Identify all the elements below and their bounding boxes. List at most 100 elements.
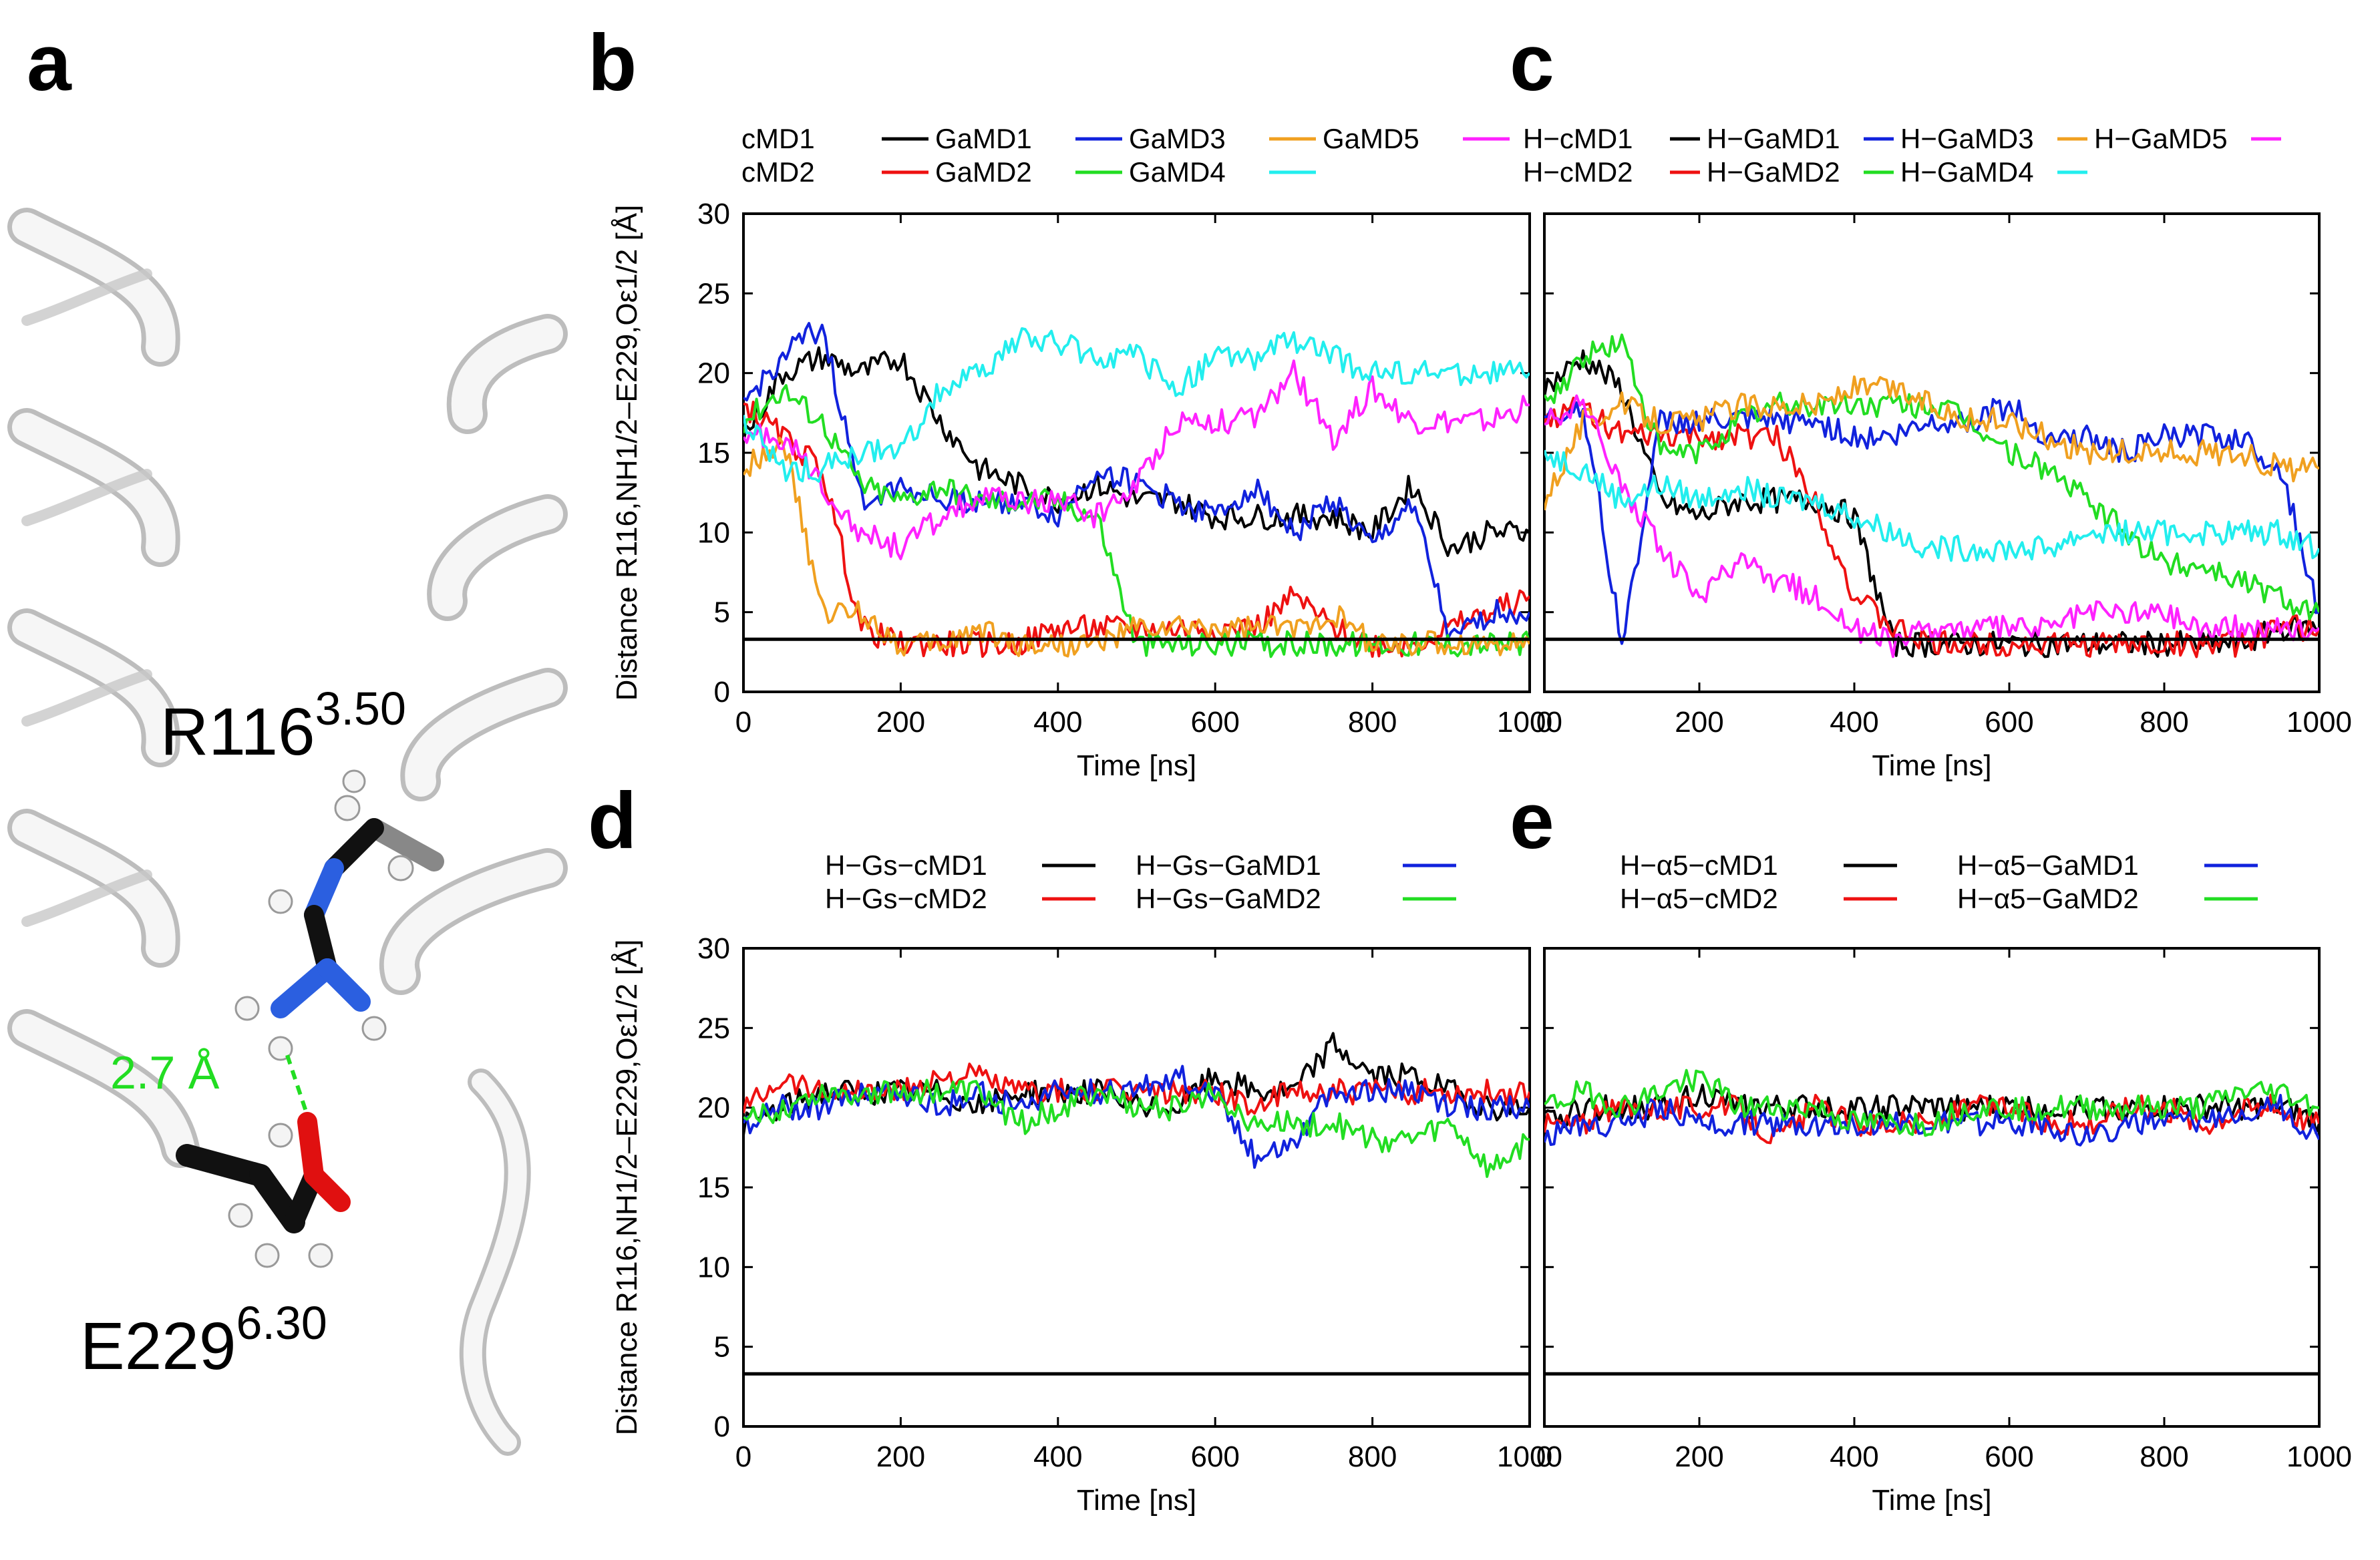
- legend-label: H−Gs−cMD1: [825, 849, 987, 881]
- y-axis-title: Distance R116,NH1/2–E229,Oε1/2 [Å]: [611, 205, 643, 701]
- y-tick-label: 30: [697, 932, 730, 965]
- series-line-h-gamd5: [1544, 449, 2319, 562]
- legend-label: GaMD4: [1129, 156, 1226, 188]
- x-tick-label: 600: [1190, 1440, 1239, 1473]
- legend-label: H−α5−cMD2: [1620, 883, 1778, 914]
- residue-label-r116: R1163.50: [160, 682, 406, 769]
- x-tick-label: 400: [1033, 706, 1082, 739]
- series-line-h-5-gamd1: [1544, 1094, 2319, 1147]
- legend-label: H−GaMD5: [2094, 123, 2228, 154]
- panel-label-b: b: [588, 18, 637, 108]
- legend-label: GaMD1: [935, 123, 1032, 154]
- legend-d: H−Gs−cMD1 H−Gs−GaMD1 H−Gs−cMD2 H−Gs−GaMD…: [825, 849, 1456, 914]
- series-line-gamd4: [743, 359, 1530, 560]
- x-tick-label: 200: [1675, 706, 1723, 739]
- residue-label-e229: E2296.30: [80, 1297, 327, 1384]
- legend-b: cMD1 GaMD1 GaMD3 GaMD5 cMD2 GaMD2 GaMD4: [741, 123, 1510, 188]
- y-tick-label: 30: [697, 198, 730, 230]
- x-axis-title: Time [ns]: [1872, 749, 1991, 782]
- series-line-h-gs-gamd2: [743, 1079, 1530, 1178]
- y-tick-label: 5: [714, 596, 730, 629]
- r116-side-chain: [234, 769, 444, 1061]
- y-tick-label: 15: [697, 1171, 730, 1204]
- y-tick-label: 25: [697, 1012, 730, 1044]
- y-tick-label: 20: [697, 357, 730, 390]
- y-tick-label: 15: [697, 437, 730, 469]
- plot-frame: [742, 947, 1531, 1428]
- x-tick-label: 0: [1536, 706, 1552, 739]
- panel-label-d: d: [588, 776, 637, 865]
- legend-label: cMD1: [741, 123, 815, 154]
- series-line-h-cmd1: [1544, 349, 2319, 658]
- series-line-h-gamd2: [1544, 333, 2319, 620]
- x-tick-label: 0: [735, 706, 751, 739]
- legend-label: H−Gs−cMD2: [825, 883, 987, 914]
- series-line-cmd1: [743, 346, 1530, 558]
- legend-label: H−cMD1: [1523, 123, 1633, 154]
- x-tick-label: 1000: [1497, 706, 1562, 739]
- legend-label: H−α5−GaMD2: [1957, 883, 2139, 914]
- legend-label: cMD2: [741, 156, 815, 188]
- x-tick-label: 1000: [2286, 706, 2352, 739]
- series-line-h-gs-gamd1: [743, 1064, 1530, 1169]
- x-tick-label: 800: [1348, 1440, 1397, 1473]
- x-tick-label: 0: [1536, 1440, 1552, 1473]
- helix-ribbons: [7, 208, 568, 1456]
- series-line-h-5-gamd2: [1544, 1068, 2319, 1137]
- x-tick-label: 200: [876, 706, 925, 739]
- legend-label: H−α5−cMD1: [1620, 849, 1778, 881]
- series-line-h-gamd3: [1544, 375, 2319, 511]
- panel-label-c: c: [1510, 18, 1554, 108]
- legend-label: H−GaMD4: [1900, 156, 2034, 188]
- chart-panel-e: 0 200 400 600 800 1000 Time [ns]: [1536, 947, 2352, 1517]
- y-tick-label: 10: [697, 1251, 730, 1284]
- x-tick-label: 400: [1033, 1440, 1082, 1473]
- molecule-panel: R1163.50 E2296.30 2.7 Å: [7, 208, 568, 1456]
- y-tick-label: 0: [714, 676, 730, 709]
- series-group: [743, 1032, 1530, 1178]
- x-tick-label: 200: [1675, 1440, 1723, 1473]
- series-line-gamd5: [743, 327, 1530, 483]
- legend-e: H−α5−cMD1 H−α5−GaMD1 H−α5−cMD2 H−α5−GaMD…: [1620, 849, 2258, 914]
- y-axis-title: Distance R116,NH1/2–E229,Oε1/2 [Å]: [611, 940, 643, 1436]
- legend-label: GaMD3: [1129, 123, 1226, 154]
- x-tick-label: 600: [1985, 706, 2033, 739]
- x-tick-label: 800: [2140, 1440, 2188, 1473]
- series-line-cmd2: [743, 401, 1530, 658]
- panel-label-e: e: [1510, 776, 1554, 865]
- hbond-distance-label: 2.7 Å: [110, 1046, 220, 1099]
- series-line-gamd3: [743, 436, 1530, 658]
- chart-panel-c: 0 200 400 600 800 1000 Time [ns]: [1536, 212, 2352, 782]
- series-line-h-gamd1: [1544, 397, 2319, 645]
- legend-label: H−cMD2: [1523, 156, 1633, 188]
- x-tick-label: 400: [1830, 706, 1878, 739]
- x-tick-label: 800: [1348, 706, 1397, 739]
- series-line-h-gs-cmd2: [743, 1062, 1530, 1116]
- y-tick-label: 25: [697, 277, 730, 310]
- series-group: [1544, 333, 2319, 658]
- legend-label: H−GaMD2: [1707, 156, 1840, 188]
- plot-frame: [1543, 947, 2321, 1428]
- series-group: [1544, 1068, 2319, 1147]
- y-tick-label: 10: [697, 516, 730, 549]
- legend-label: H−Gs−GaMD2: [1136, 883, 1321, 914]
- x-tick-label: 0: [735, 1440, 751, 1473]
- x-tick-label: 400: [1830, 1440, 1878, 1473]
- y-tick-label: 5: [714, 1331, 730, 1364]
- panel-label-a: a: [27, 18, 72, 108]
- x-axis-title: Time [ns]: [1077, 1484, 1196, 1517]
- y-tick-label: 0: [714, 1410, 730, 1443]
- legend-label: GaMD5: [1323, 123, 1419, 154]
- legend-label: GaMD2: [935, 156, 1032, 188]
- y-tick-label: 20: [697, 1092, 730, 1125]
- x-axis-title: Time [ns]: [1872, 1484, 1991, 1517]
- x-tick-label: 200: [876, 1440, 925, 1473]
- x-tick-label: 800: [2140, 706, 2188, 739]
- legend-label: H−GaMD1: [1707, 123, 1840, 154]
- legend-c: H−cMD1 H−GaMD1 H−GaMD3 H−GaMD5 H−cMD2 H−…: [1523, 123, 2281, 188]
- e229-side-chain: [176, 1112, 351, 1268]
- x-tick-label: 1000: [1497, 1440, 1562, 1473]
